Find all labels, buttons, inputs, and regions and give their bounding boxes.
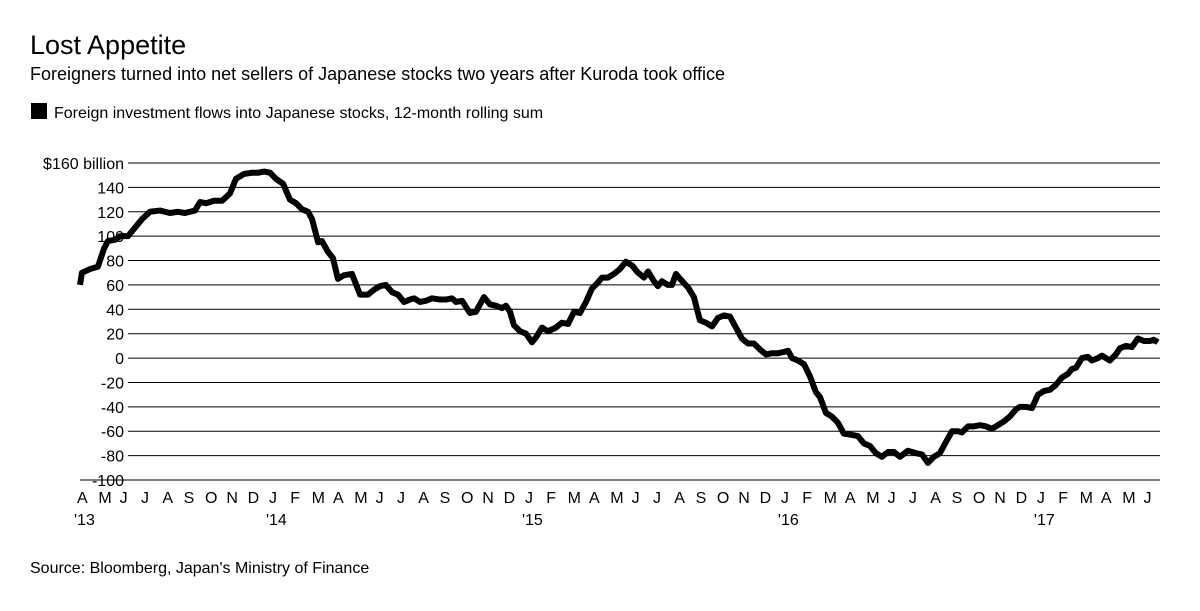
x-tick-label: M: [354, 490, 367, 507]
x-tick-label: A: [674, 490, 685, 507]
x-tick-label: N: [226, 490, 238, 507]
x-tick-label: A: [418, 490, 429, 507]
x-tick-label: S: [440, 490, 451, 507]
y-tick-label: $160 billion: [43, 156, 124, 173]
legend-label: Foreign investment flows into Japanese s…: [54, 105, 543, 122]
x-tick-label: J: [397, 490, 405, 507]
chart-subtitle: Foreigners turned into net sellers of Ja…: [30, 64, 725, 84]
y-tick-label: -60: [101, 424, 124, 441]
x-tick-label: S: [696, 490, 707, 507]
x-tick-label: J: [888, 490, 896, 507]
y-tick-label: 20: [106, 327, 124, 344]
x-tick-label: D: [248, 490, 260, 507]
x-tick-label: J: [653, 490, 661, 507]
y-tick-label: 80: [106, 254, 124, 271]
x-tick-label: D: [1016, 490, 1028, 507]
x-tick-label: O: [205, 490, 217, 507]
x-tick-label: M: [312, 490, 325, 507]
x-tick-label: J: [120, 490, 128, 507]
chart-title: Lost Appetite: [30, 30, 186, 60]
x-tick-label: N: [994, 490, 1006, 507]
x-tick-label: F: [290, 490, 300, 507]
x-tick-label: S: [952, 490, 963, 507]
x-tick-label: A: [333, 490, 344, 507]
x-tick-label: J: [1037, 490, 1045, 507]
y-tick-label: 0: [115, 351, 124, 368]
y-tick-label: 60: [106, 278, 124, 295]
x-tick-label: O: [717, 490, 729, 507]
x-tick-label: A: [589, 490, 600, 507]
data-line: [77, 168, 1160, 466]
x-tick-label: A: [162, 490, 173, 507]
x-tick-label: J: [269, 490, 277, 507]
x-tick-label: O: [973, 490, 985, 507]
x-tick-label: A: [845, 490, 856, 507]
y-tick-label: 140: [97, 180, 124, 197]
x-tick-label: M: [568, 490, 581, 507]
x-tick-label: J: [141, 490, 149, 507]
x-tick-label: A: [930, 490, 941, 507]
y-tick-label: -20: [101, 375, 124, 392]
x-tick-label: F: [1058, 490, 1068, 507]
x-tick-label: J: [781, 490, 789, 507]
x-tick-label: M: [866, 490, 879, 507]
y-tick-label: -100: [92, 473, 124, 490]
x-tick-label: A: [1101, 490, 1112, 507]
x-tick-label: J: [1144, 490, 1152, 507]
x-tick-label: J: [632, 490, 640, 507]
x-year-label: '17: [1034, 512, 1055, 529]
x-tick-label: S: [184, 490, 195, 507]
x-tick-label: D: [504, 490, 516, 507]
source-note: Source: Bloomberg, Japan's Ministry of F…: [30, 560, 369, 577]
x-year-label: '13: [74, 512, 95, 529]
x-year-label: '15: [522, 512, 543, 529]
x-tick-label: N: [482, 490, 494, 507]
x-tick-label: M: [610, 490, 623, 507]
x-year-label: '16: [778, 512, 799, 529]
x-year-label: '14: [266, 512, 287, 529]
x-tick-label: D: [760, 490, 772, 507]
y-tick-label: 40: [106, 302, 124, 319]
x-tick-label: J: [525, 490, 533, 507]
x-tick-label: M: [98, 490, 111, 507]
x-tick-label: J: [909, 490, 917, 507]
y-tick-label: -40: [101, 400, 124, 417]
y-tick-label: -80: [101, 449, 124, 466]
x-tick-label: F: [546, 490, 556, 507]
x-tick-label: N: [738, 490, 750, 507]
y-tick-label: 120: [97, 205, 124, 222]
x-tick-label: F: [802, 490, 812, 507]
x-tick-label: M: [1122, 490, 1135, 507]
x-tick-label: O: [461, 490, 473, 507]
x-tick-label: M: [824, 490, 837, 507]
x-tick-label: A: [77, 490, 88, 507]
legend-swatch: [31, 103, 47, 119]
x-tick-label: M: [1080, 490, 1093, 507]
x-tick-label: J: [376, 490, 384, 507]
